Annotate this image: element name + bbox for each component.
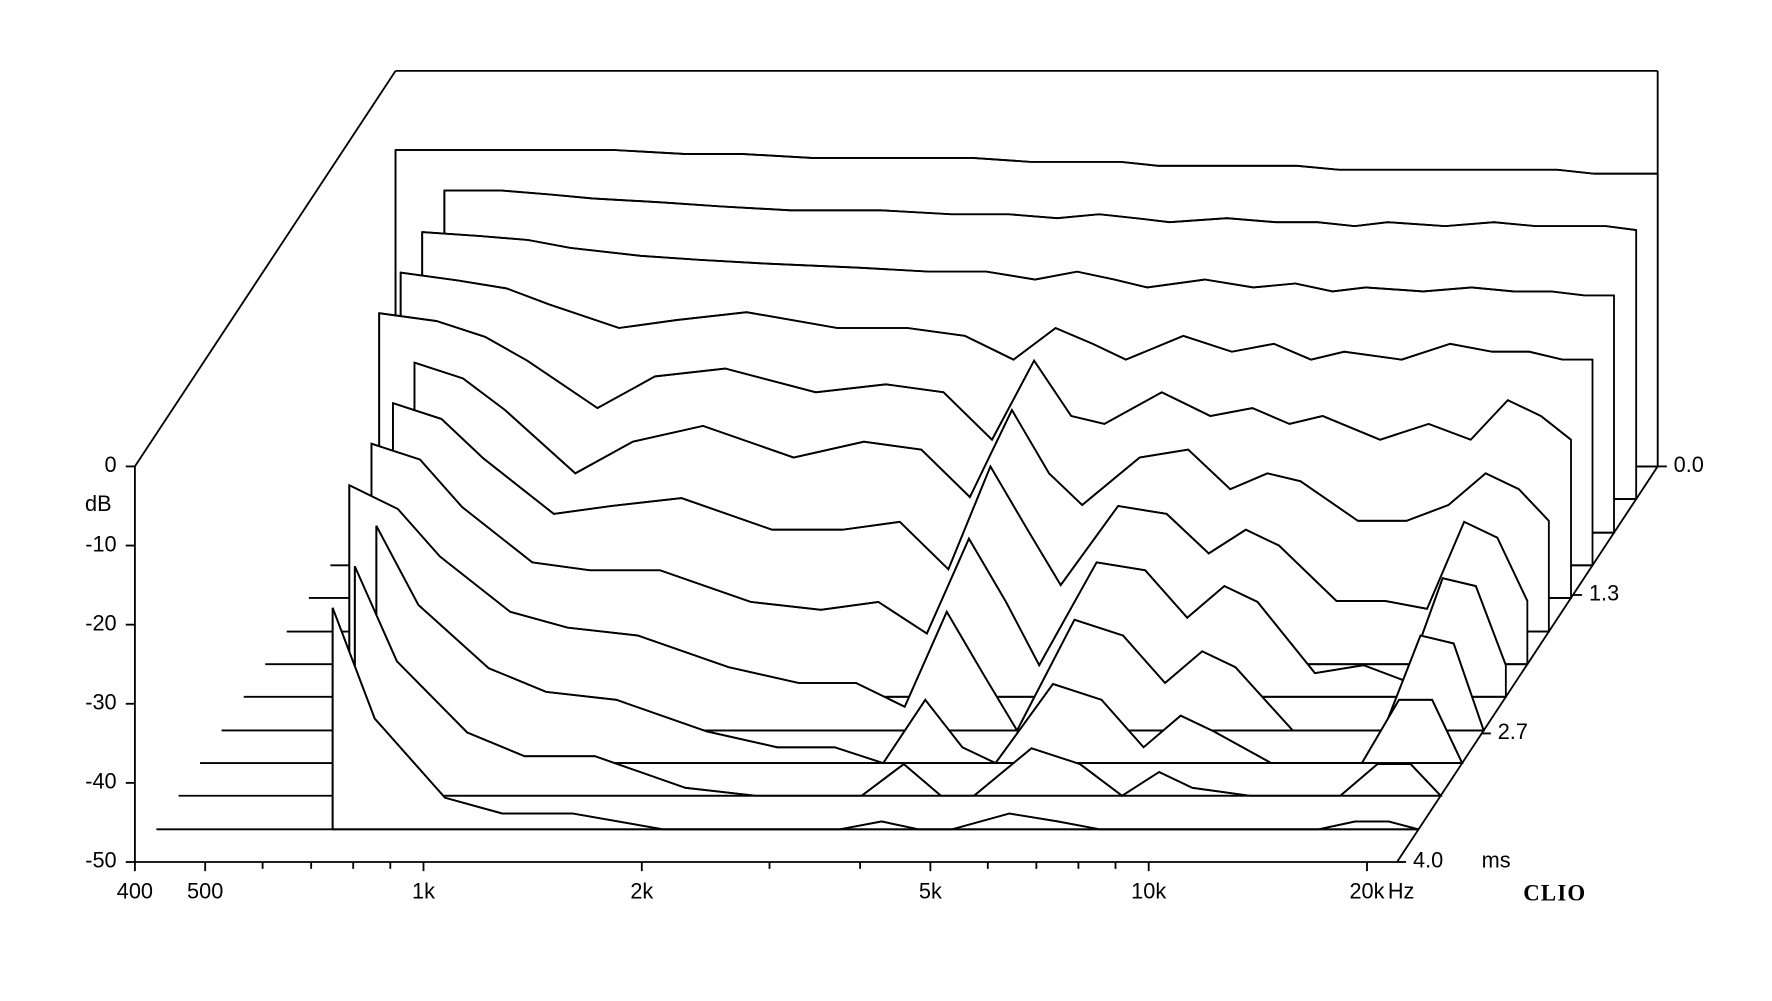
y-tick-label: -40 (85, 769, 116, 794)
decay-curve (375, 525, 1464, 765)
brand: CLIO (1523, 880, 1586, 905)
y-tick-label: -20 (85, 610, 116, 635)
x-tick-label: 2k (630, 879, 653, 904)
decay-curve (348, 484, 1485, 733)
x-tick-label: 500 (187, 879, 223, 904)
x-tick-label: 1k (412, 879, 435, 904)
decay-curve (414, 361, 1550, 522)
decay-curve (331, 607, 1419, 831)
x-tick-label: 400 (117, 879, 153, 904)
y-axis-label: dB (85, 491, 112, 516)
x-unit: Hz (1388, 879, 1415, 904)
decay-curve (422, 231, 1615, 297)
y-tick-label: -10 (85, 531, 116, 556)
decay-curve (371, 442, 1507, 683)
z-tick-label: 1.3 (1589, 581, 1619, 606)
y-tick-label: -50 (85, 848, 116, 873)
z-tick-label: 2.7 (1498, 719, 1528, 744)
decay-curve (392, 402, 1529, 610)
y-tick-label: 0 (105, 452, 117, 477)
z-tick-label: 0.0 (1674, 452, 1704, 477)
decay-curve (444, 189, 1637, 231)
x-tick-label: 10k (1131, 879, 1166, 904)
x-tick-label: 5k (919, 879, 942, 904)
decay-curve (395, 149, 1658, 175)
z-unit: ms (1482, 848, 1511, 873)
z-tick-label: 4.0 (1413, 848, 1443, 873)
decay-curve (400, 271, 1593, 361)
left-diagonal (134, 70, 397, 467)
decay-curve (379, 312, 1572, 442)
z-axis (1396, 465, 1659, 863)
x-tick-label: 20k (1349, 879, 1384, 904)
y-tick-label: -30 (85, 689, 116, 714)
decay-curve (353, 565, 1442, 797)
